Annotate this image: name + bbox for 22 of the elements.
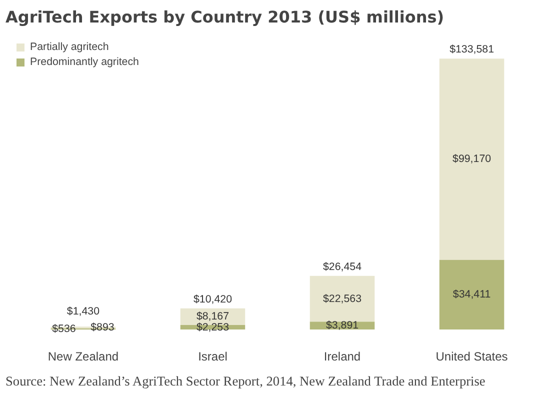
total-label: $1,430 — [66, 306, 100, 318]
x-tick-label: United States — [436, 350, 508, 364]
data-label: $893 — [90, 322, 114, 334]
bar — [310, 276, 375, 322]
legend-label: Partially agritech — [30, 41, 109, 53]
bar — [439, 58, 504, 260]
source-note: Source: New Zealand’s AgriTech Sector Report, 2014, New Zealand Trade and Enterprise — [6, 374, 486, 388]
total-label: $133,581 — [450, 44, 494, 56]
total-label: $26,454 — [323, 260, 362, 273]
bar — [439, 260, 504, 330]
chart-title: AgriTech Exports by Country 2013 (US$ millions) — [6, 8, 444, 26]
data-label: $34,411 — [452, 288, 491, 301]
data-label: $3,891 — [326, 320, 359, 332]
data-label: $22,563 — [323, 292, 362, 305]
total-label: $10,420 — [193, 293, 232, 306]
data-label: $8,167 — [196, 310, 230, 323]
x-tick-label: New Zealand — [48, 350, 119, 364]
x-tick-label: Israel — [198, 350, 228, 364]
x-tick-label: Ireland — [324, 350, 361, 364]
legend-label: Predominantly agritech — [30, 56, 139, 68]
data-label: $536 — [52, 323, 76, 336]
data-label: $99,170 — [452, 153, 492, 166]
